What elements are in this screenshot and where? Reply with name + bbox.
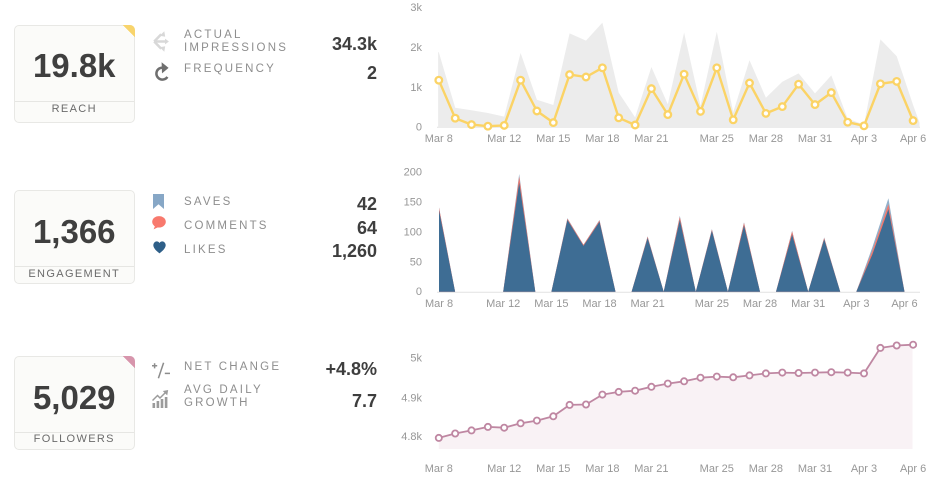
svg-text:Apr 3: Apr 3 [843,298,869,310]
svg-text:50: 50 [410,256,422,268]
svg-text:Mar 21: Mar 21 [634,133,668,145]
svg-text:Mar 31: Mar 31 [791,298,825,310]
svg-text:Mar 15: Mar 15 [534,298,568,310]
svg-text:Apr 3: Apr 3 [851,463,877,475]
svg-text:0: 0 [416,286,422,298]
svg-text:0: 0 [416,121,422,133]
svg-text:Mar 25: Mar 25 [700,133,734,145]
svg-text:4.9k: 4.9k [401,392,422,404]
svg-text:Mar 8: Mar 8 [425,133,453,145]
svg-text:Apr 6: Apr 6 [900,133,926,145]
svg-text:Mar 25: Mar 25 [695,298,729,310]
svg-text:Mar 25: Mar 25 [700,463,734,475]
svg-text:150: 150 [404,196,422,208]
svg-text:Mar 18: Mar 18 [585,133,619,145]
svg-text:5k: 5k [410,352,422,364]
svg-text:Mar 12: Mar 12 [486,298,520,310]
svg-text:Mar 21: Mar 21 [630,298,664,310]
svg-text:Mar 18: Mar 18 [585,463,619,475]
svg-text:Mar 18: Mar 18 [582,298,616,310]
svg-text:1k: 1k [410,82,422,94]
svg-text:Apr 3: Apr 3 [851,133,877,145]
svg-text:Mar 28: Mar 28 [743,298,777,310]
svg-text:100: 100 [404,226,422,238]
svg-text:Mar 28: Mar 28 [749,133,783,145]
svg-text:Mar 15: Mar 15 [536,463,570,475]
svg-text:Mar 31: Mar 31 [798,463,832,475]
svg-text:Mar 15: Mar 15 [536,133,570,145]
svg-text:2k: 2k [410,42,422,54]
svg-text:Apr 6: Apr 6 [891,298,917,310]
svg-text:Mar 8: Mar 8 [425,298,453,310]
svg-text:Mar 8: Mar 8 [425,463,453,475]
svg-text:200: 200 [404,167,422,179]
svg-text:Mar 28: Mar 28 [749,463,783,475]
svg-text:Apr 6: Apr 6 [900,463,926,475]
svg-text:Mar 12: Mar 12 [487,133,521,145]
svg-text:Mar 12: Mar 12 [487,463,521,475]
svg-text:Mar 31: Mar 31 [798,133,832,145]
svg-text:4.8k: 4.8k [401,431,422,443]
svg-text:3k: 3k [410,2,422,14]
svg-text:Mar 21: Mar 21 [634,463,668,475]
